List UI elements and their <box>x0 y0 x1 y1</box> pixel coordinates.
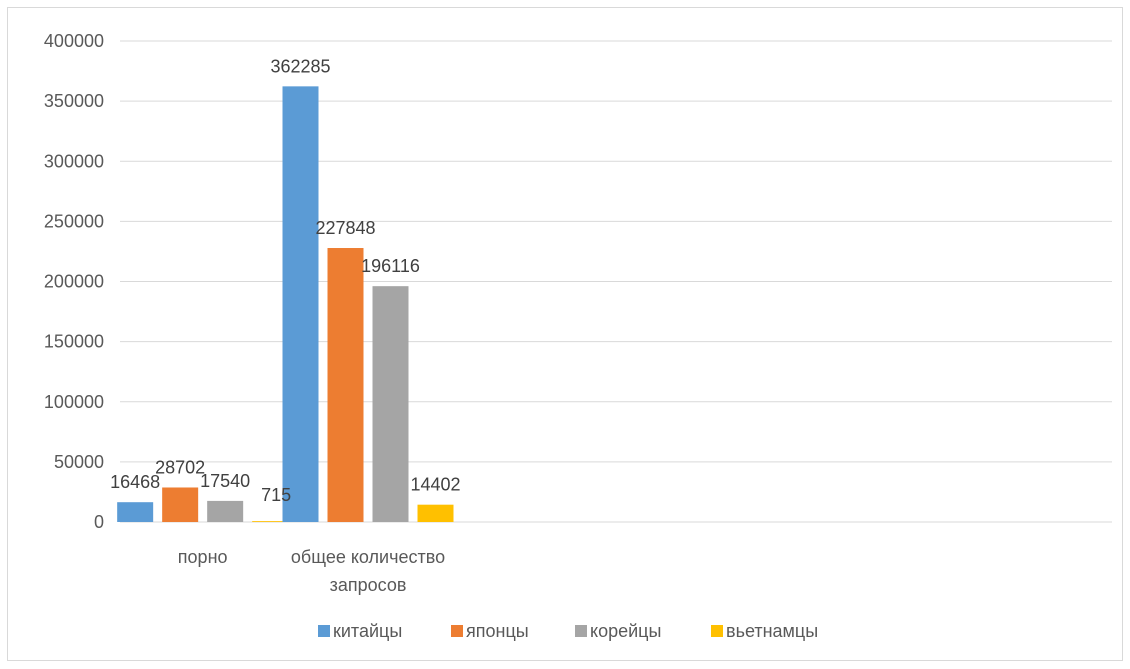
bar-корейцы-1 <box>372 286 409 522</box>
legend-swatch <box>575 625 587 637</box>
data-label: 17540 <box>200 471 250 491</box>
legend-label: корейцы <box>590 621 661 641</box>
data-label: 196116 <box>361 256 420 276</box>
legend-swatch <box>711 625 723 637</box>
legend: китайцы японцы корейцы вьетнамцы <box>318 621 818 641</box>
data-label: 16468 <box>110 472 160 492</box>
data-label: 14402 <box>410 475 460 495</box>
bar-китайцы-1 <box>282 86 319 522</box>
bar-вьетнамцы-1 <box>417 504 454 522</box>
legend-swatch <box>451 625 463 637</box>
y-tick-label: 300000 <box>44 151 104 171</box>
y-tick-label: 250000 <box>44 211 104 231</box>
legend-swatch <box>318 625 330 637</box>
bar-японцы-1 <box>327 248 364 522</box>
y-tick-label: 50000 <box>54 452 104 472</box>
y-tick-label: 100000 <box>44 392 104 412</box>
legend-label: вьетнамцы <box>726 621 818 641</box>
y-tick-label: 150000 <box>44 332 104 352</box>
data-label: 28702 <box>155 457 205 477</box>
bars <box>117 86 454 522</box>
bar-китайцы-0 <box>117 502 154 522</box>
category-label: порно <box>178 547 228 567</box>
y-tick-label: 200000 <box>44 272 104 292</box>
legend-label: японцы <box>466 621 529 641</box>
bar-корейцы-0 <box>207 500 244 522</box>
category-label: общее количество <box>291 547 445 567</box>
y-tick-label: 400000 <box>44 31 104 51</box>
y-tick-label: 0 <box>94 512 104 532</box>
legend-label: китайцы <box>333 621 402 641</box>
y-axis-tick-labels: 0 50000 100000 150000 200000 250000 300000 3500… <box>44 31 104 532</box>
category-label: запросов <box>330 575 407 595</box>
gridlines <box>120 40 1112 523</box>
bar-вьетнамцы-0 <box>252 521 289 522</box>
data-label: 715 <box>261 485 291 505</box>
data-label: 362285 <box>270 56 330 76</box>
y-tick-label: 350000 <box>44 91 104 111</box>
x-axis-category-labels: порно общее количество запросов <box>178 547 445 595</box>
bar-японцы-0 <box>162 487 199 522</box>
chart-frame <box>7 7 1123 661</box>
data-label: 227848 <box>315 218 375 238</box>
